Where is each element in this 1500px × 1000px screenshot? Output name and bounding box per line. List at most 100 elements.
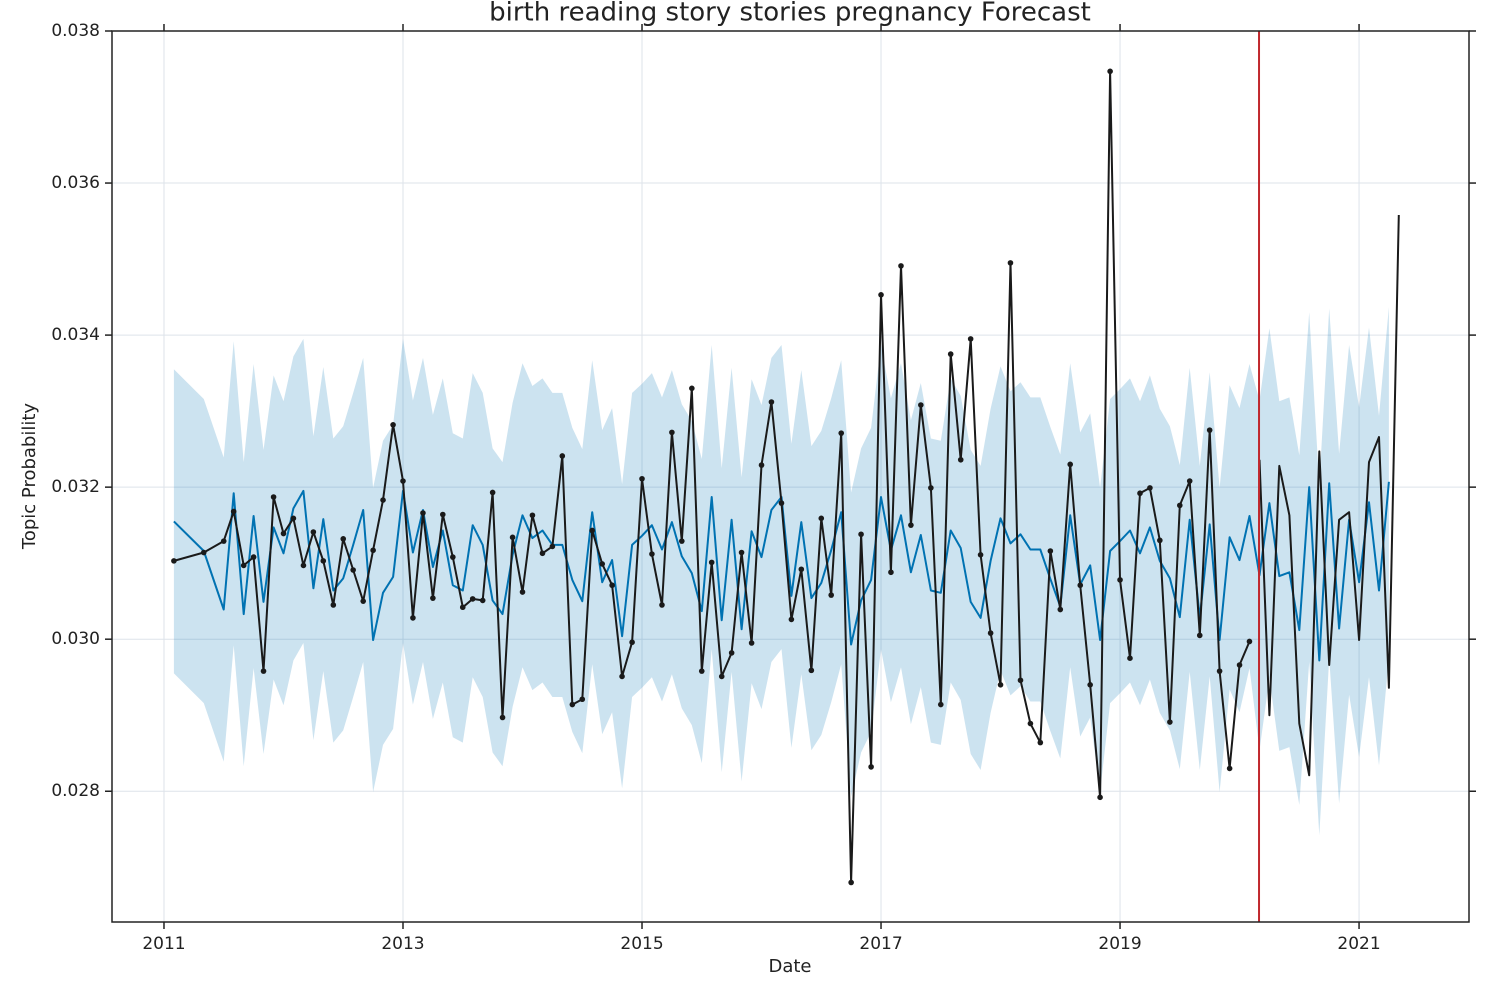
data-point [240,562,247,569]
x-tick-label: 2021 [1337,934,1380,954]
series-line [1258,214,1400,777]
data-point [679,538,685,544]
x-tick-label: 2017 [859,934,902,954]
x-tick-label: 2013 [381,934,424,954]
data-point [549,543,556,550]
data-point [599,561,606,567]
data-point [1157,537,1163,544]
data-point [579,696,586,703]
data-point [230,508,237,515]
data-point [689,385,695,392]
x-tick-label: 2019 [1098,934,1141,954]
data-point [300,562,307,569]
data-point [669,429,675,436]
data-point [529,512,536,519]
data-point [838,430,845,436]
data-point [270,494,277,500]
data-point [1027,720,1034,727]
data-point [1047,548,1054,554]
data-point [1137,490,1143,497]
data-point [1007,260,1014,266]
y-tick-label: 0.032 [51,477,100,497]
data-point [1167,719,1173,725]
data-point [758,462,765,468]
y-tick-label: 0.036 [51,173,100,193]
data-point [171,558,177,564]
data-point [1127,655,1133,661]
data-point [559,453,566,459]
data-point [748,640,755,646]
data-point [410,615,416,621]
data-point [589,527,595,534]
data-point [1226,765,1233,772]
data-point [360,598,367,604]
chart-title: birth reading story stories pregnancy Fo… [489,0,1091,28]
data-point [499,714,506,721]
data-point [698,668,705,674]
data-point [400,478,406,484]
data-point [469,596,476,602]
data-point [947,351,954,357]
data-point [260,668,267,674]
x-tick-label: 2011 [142,934,185,954]
data-point [1196,632,1203,639]
data-point [997,682,1004,688]
data-point [738,549,745,556]
data-point [868,764,874,770]
data-point [937,701,944,708]
data-point [619,673,625,680]
data-point [340,536,347,542]
data-point [200,549,207,556]
data-point [489,489,496,496]
uncertainty-band [173,307,1389,836]
data-point [220,538,227,544]
data-point [1216,668,1223,674]
data-point [639,475,645,482]
data-point [778,500,785,506]
data-point [1017,677,1024,684]
data-point [390,422,396,428]
data-point [370,547,376,554]
data-point [350,567,356,573]
data-point [1236,662,1243,668]
data-point [1176,502,1183,509]
y-tick-label: 0.034 [51,325,100,345]
data-point [828,592,834,598]
series-line [173,70,1251,884]
data-point [1067,461,1074,468]
data-point [459,604,466,611]
data-point [519,589,526,595]
data-point [1246,638,1253,645]
data-point [539,550,546,557]
x-axis-label: Date [768,956,811,977]
data-point [420,510,426,516]
data-point [649,551,655,557]
data-point [898,263,904,269]
data-point [280,530,287,537]
data-point [1087,682,1093,688]
x-tick-label: 2015 [620,934,663,954]
y-tick-label: 0.030 [51,629,100,649]
data-point [330,602,337,608]
data-point [987,630,994,636]
data-point [1097,794,1103,801]
data-point [509,534,516,541]
y-tick-label: 0.038 [51,21,100,41]
data-point [439,511,446,518]
data-point [250,554,257,560]
data-point [718,673,725,680]
data-point [788,616,795,623]
data-point [918,402,924,408]
data-point [818,515,825,522]
data-point [1077,582,1084,589]
data-point [659,602,665,608]
y-axis-label: Topic Probability [19,403,40,550]
data-point [569,701,576,708]
data-point [1186,478,1193,484]
data-point [798,566,805,573]
data-point [728,650,735,656]
data-point [609,582,615,589]
data-point [450,554,456,560]
data-point [290,515,297,522]
